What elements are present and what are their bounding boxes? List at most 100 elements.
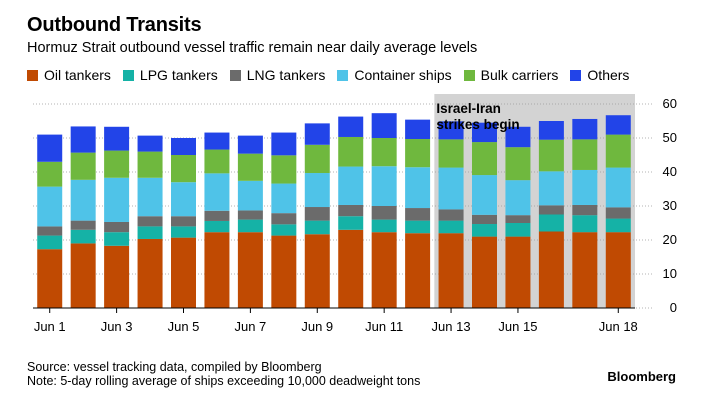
legend-swatch — [27, 69, 38, 81]
bar-segment — [137, 216, 163, 227]
bar-segment — [371, 138, 397, 167]
bar-segment — [505, 147, 531, 181]
bar-segment — [572, 232, 598, 308]
bar-segment — [37, 249, 63, 308]
legend-label: Others — [587, 67, 630, 83]
bar-segment — [104, 150, 130, 178]
legend-label: LNG tankers — [246, 67, 326, 83]
bar-segment — [104, 221, 130, 233]
y-tick-label: 30 — [663, 198, 677, 213]
bar-segment — [405, 139, 431, 168]
bar-segment — [304, 144, 330, 174]
bar-segment — [70, 152, 96, 180]
bar-segment — [605, 167, 631, 208]
bar-segment — [538, 205, 564, 215]
bar-segment — [538, 171, 564, 206]
bar-segment — [171, 138, 196, 155]
bar-segment — [438, 139, 464, 168]
bar-segment — [338, 166, 364, 205]
bar-segment — [104, 245, 130, 308]
bar-segment — [371, 113, 397, 138]
x-tick-label: Jun 3 — [101, 319, 133, 334]
bar-segment — [405, 208, 431, 221]
bar-segment — [304, 123, 330, 145]
legend-swatch — [337, 69, 349, 81]
bar-segment — [605, 115, 631, 135]
legend-label: Container ships — [354, 67, 452, 83]
bar-segment — [137, 238, 163, 308]
bar-segment — [338, 216, 364, 230]
legend: Oil tankers LPG tankers LNG tankers Cont… — [27, 67, 641, 83]
bar-segment — [505, 126, 531, 148]
x-tick-label: Jun 9 — [301, 319, 333, 334]
legend-item-others: Others — [570, 67, 629, 83]
bar-segment — [605, 134, 631, 168]
bar-segment — [237, 153, 263, 181]
bar-segment — [271, 183, 297, 214]
legend-swatch — [122, 69, 134, 81]
bar-segment — [405, 119, 431, 140]
bar-segment — [204, 232, 230, 308]
bar-segment — [472, 122, 497, 143]
bar-segment — [171, 237, 196, 308]
bar-segment — [405, 167, 431, 209]
bar-segment — [538, 121, 564, 140]
legend-label: Bulk carriers — [480, 67, 559, 83]
bar-segment — [605, 218, 631, 233]
bar-segment — [137, 226, 163, 239]
bar-segment — [271, 224, 297, 236]
bar-segment — [338, 229, 364, 308]
shaded-region — [434, 94, 635, 308]
bar-segment — [605, 232, 631, 308]
bar-segment — [505, 215, 531, 223]
bar-segment — [438, 121, 464, 140]
y-tick-label: 10 — [663, 266, 677, 281]
bar-segment — [70, 126, 96, 153]
bar-segment — [104, 177, 130, 222]
legend-item-oil-tankers: Oil tankers — [27, 67, 111, 83]
bar-segment — [371, 232, 397, 308]
bar-segment — [472, 175, 497, 215]
bar-segment — [405, 233, 431, 308]
bar-segment — [572, 169, 598, 205]
bar-segment — [304, 207, 330, 221]
bar-segment — [572, 204, 598, 216]
bar-segment — [472, 214, 497, 225]
bar-segment — [37, 235, 63, 250]
bar-segment — [538, 139, 564, 172]
bar-segment — [271, 132, 297, 156]
bar-segment — [271, 155, 297, 184]
y-tick-label: 60 — [663, 96, 677, 111]
x-tick-label: Jun 13 — [432, 319, 471, 334]
legend-item-lng-tankers: LNG tankers — [229, 67, 326, 83]
methodology-note: Note: 5-day rolling average of ships exc… — [27, 374, 421, 388]
bar-segment — [171, 155, 196, 183]
y-tick-label: 50 — [663, 130, 677, 145]
bar-segment — [237, 219, 263, 233]
bar-segment — [505, 236, 531, 308]
y-tick-label: 40 — [663, 164, 677, 179]
bar-segment — [572, 215, 598, 233]
annotation-line2: strikes begin — [436, 117, 519, 132]
bar-segment — [572, 139, 598, 170]
legend-item-lpg-tankers: LPG tankers — [122, 67, 218, 83]
bar-segment — [70, 179, 96, 221]
bar-segment — [204, 220, 230, 233]
x-tick-label: Jun 5 — [168, 319, 200, 334]
legend-swatch — [570, 69, 582, 81]
bar-segment — [472, 142, 497, 176]
bar-segment — [472, 236, 497, 308]
bar-segment — [338, 204, 364, 217]
bar-segment — [438, 233, 464, 308]
legend-item-container-ships: Container ships — [337, 67, 452, 83]
chart-title: Outbound Transits — [27, 14, 202, 36]
bar-segment — [338, 116, 364, 137]
bar-segment — [371, 219, 397, 233]
bar-segment — [137, 151, 163, 178]
bar-segment — [405, 220, 431, 234]
bar-segment — [237, 135, 263, 154]
bar-segment — [538, 214, 564, 232]
bar-segment — [37, 134, 63, 162]
bar-segment — [171, 216, 196, 227]
bar-segment — [171, 226, 196, 238]
